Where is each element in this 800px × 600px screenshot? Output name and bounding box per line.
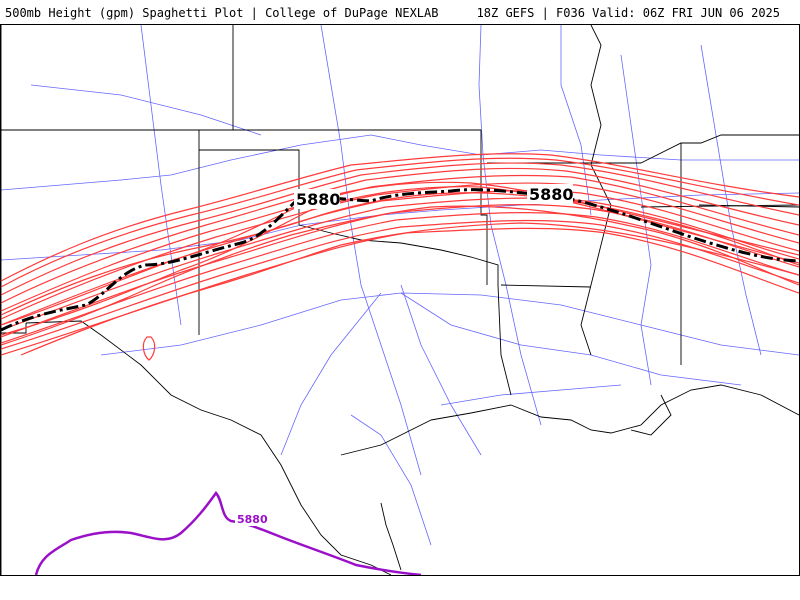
plot-title: 500mb Height (gpm) Spaghetti Plot | Coll… — [5, 6, 439, 20]
ensemble-member-contours — [1, 153, 799, 361]
map-panel: 5880 5880 5880 — [0, 24, 800, 576]
highway-network — [1, 25, 799, 546]
contour-label-purple: 5880 — [235, 512, 269, 526]
ensemble-mean-contour — [1, 188, 799, 332]
secondary-5880-contour — [34, 490, 422, 575]
contour-label-mean-east: 5880 — [527, 184, 574, 204]
run-valid-time: 18Z GEFS | F036 Valid: 06Z FRI JUN 06 20… — [476, 6, 780, 20]
map-canvas: 5880 5880 5880 — [1, 25, 799, 575]
header-bar: 500mb Height (gpm) Spaghetti Plot | Coll… — [0, 0, 800, 24]
contour-label-mean-west: 5880 — [294, 189, 341, 209]
contour-label-text: 5880 — [237, 513, 268, 526]
contour-label-text: 5880 — [529, 185, 574, 204]
contour-label-text: 5880 — [296, 190, 341, 209]
